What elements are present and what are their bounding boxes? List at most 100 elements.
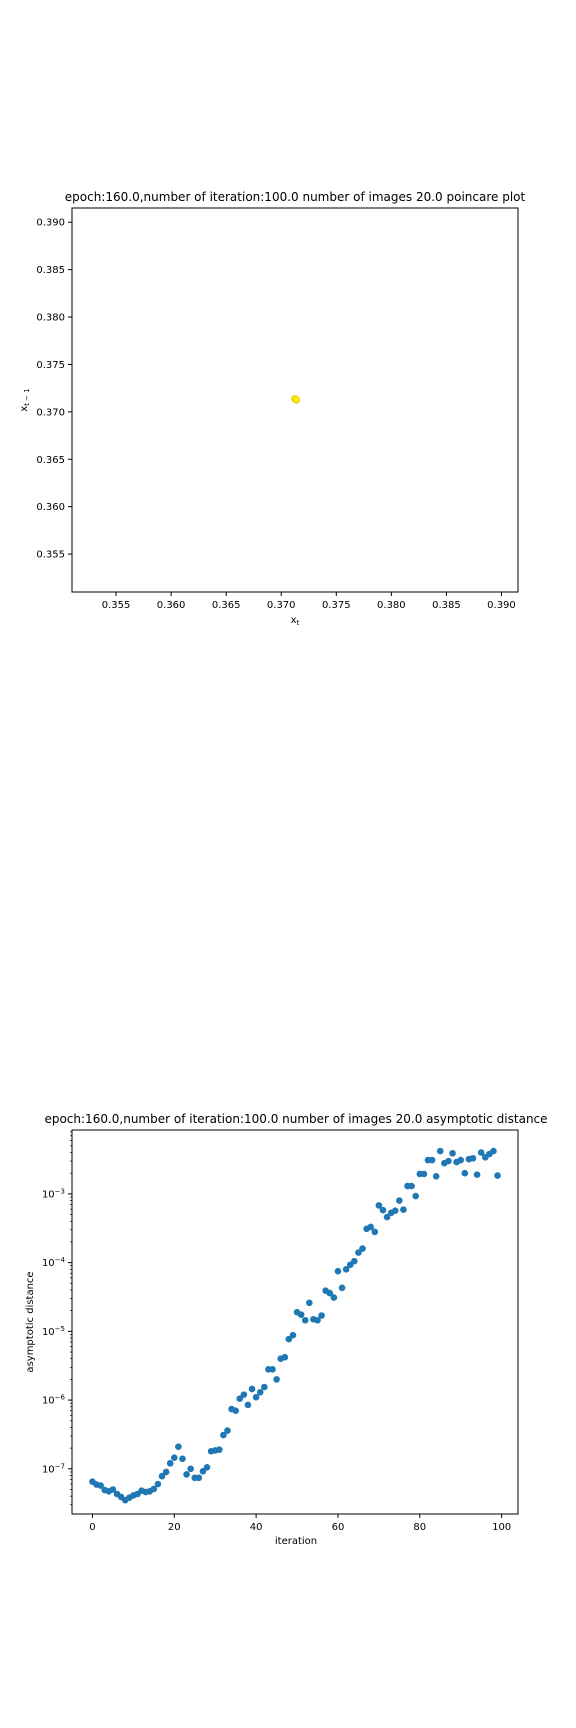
data-point (355, 1249, 362, 1256)
y-tick-label: 0.380 (36, 313, 65, 324)
x-tick-label: 100 (492, 1522, 511, 1533)
y-tick-label: 10−6 (42, 1394, 66, 1407)
x-tick-label: 0.385 (432, 600, 461, 611)
data-points (89, 1147, 501, 1504)
x-tick-label: 60 (332, 1522, 345, 1533)
x-tick-label: 20 (168, 1522, 181, 1533)
data-point (457, 1156, 465, 1164)
data-point (342, 1265, 350, 1273)
poincare-chart: epoch:160.0,number of iteration:100.0 nu… (19, 190, 525, 627)
data-point (301, 1316, 309, 1324)
data-point (428, 1156, 436, 1164)
y-tick-label: 0.390 (36, 218, 65, 229)
data-point (175, 1443, 182, 1450)
x-tick-label: 0.355 (102, 600, 131, 611)
data-point (359, 1245, 366, 1252)
data-point (379, 1206, 387, 1214)
data-point (371, 1228, 379, 1236)
data-point (436, 1147, 444, 1155)
data-point (449, 1149, 456, 1157)
data-point (469, 1154, 477, 1162)
data-point (240, 1391, 248, 1398)
data-point (367, 1223, 374, 1231)
data-point (216, 1446, 223, 1453)
x-tick-label: 0.365 (212, 600, 241, 611)
data-point (232, 1407, 239, 1415)
data-point (154, 1480, 162, 1488)
data-point (351, 1257, 358, 1265)
data-point (220, 1431, 227, 1439)
y-tick-label: 0.385 (36, 265, 65, 276)
y-axis: 10−7 10−6 10−5 10−4 10−3 (42, 1131, 72, 1506)
data-point (166, 1460, 174, 1467)
data-point (281, 1353, 289, 1361)
data-point (97, 1482, 104, 1489)
data-point (252, 1393, 260, 1401)
x-tick-label: 40 (250, 1522, 263, 1533)
x-tick-label: 0 (89, 1522, 95, 1533)
plot-area (71, 1129, 519, 1515)
data-point (338, 1284, 346, 1292)
data-point (326, 1289, 334, 1297)
data-point (293, 396, 300, 403)
data-point (158, 1472, 166, 1480)
data-point (183, 1471, 190, 1478)
data-point (297, 1311, 305, 1318)
y-tick-label: 0.365 (36, 455, 65, 466)
x-tick-label: 0.370 (267, 600, 296, 611)
data-point (244, 1401, 252, 1409)
chart-title: epoch:160.0,number of iteration:100.0 nu… (65, 190, 526, 204)
data-point (256, 1388, 264, 1396)
data-point (306, 1299, 313, 1307)
data-point (261, 1383, 268, 1391)
data-point (375, 1202, 383, 1209)
data-point (170, 1454, 178, 1462)
data-point (273, 1376, 280, 1383)
y-tick-label: 0.355 (36, 550, 65, 561)
data-point (445, 1157, 452, 1165)
data-point (109, 1486, 117, 1493)
data-point (396, 1197, 403, 1204)
y-tick-label: 10−7 (42, 1462, 65, 1475)
data-point (318, 1312, 325, 1319)
data-point (400, 1206, 407, 1213)
y-tick-label: 10−4 (42, 1256, 66, 1269)
data-point (187, 1465, 194, 1473)
data-point (195, 1474, 203, 1482)
data-point (334, 1267, 342, 1275)
asymptotic-distance-chart: epoch:160.0,number of iteration:100.0 nu… (25, 1112, 548, 1547)
data-point (461, 1169, 469, 1177)
data-point (314, 1316, 321, 1324)
data-point (269, 1366, 276, 1373)
data-points (291, 395, 300, 404)
y-axis-label: xt − 1 (19, 388, 31, 411)
chart-title: epoch:160.0,number of iteration:100.0 nu… (44, 1112, 547, 1126)
data-point (285, 1335, 293, 1343)
data-point (391, 1207, 399, 1214)
y-axis: 0.355 0.360 0.365 0.370 0.375 0.380 0.385 0.390 (36, 218, 72, 561)
x-axis: 0 20 40 60 80 100 (89, 1514, 511, 1533)
data-point (383, 1213, 391, 1221)
x-tick-label: 80 (413, 1522, 426, 1533)
data-point (420, 1170, 428, 1178)
data-point (150, 1485, 158, 1493)
y-axis-label: asymptotic distance (25, 1271, 36, 1372)
data-point (473, 1171, 481, 1179)
data-point (490, 1147, 497, 1155)
data-point (203, 1464, 211, 1471)
y-tick-label: 0.375 (36, 360, 65, 371)
data-point (248, 1385, 256, 1393)
data-point (330, 1294, 338, 1301)
y-tick-label: 0.370 (36, 407, 65, 418)
data-point (236, 1395, 244, 1402)
data-point (179, 1455, 186, 1463)
data-point (289, 1331, 297, 1339)
data-point (224, 1427, 231, 1434)
x-tick-label: 0.360 (157, 600, 186, 611)
x-tick-label: 0.390 (487, 600, 516, 611)
data-point (412, 1192, 420, 1200)
y-tick-label: 0.360 (36, 502, 65, 513)
data-point (199, 1467, 207, 1475)
data-point (477, 1149, 485, 1156)
